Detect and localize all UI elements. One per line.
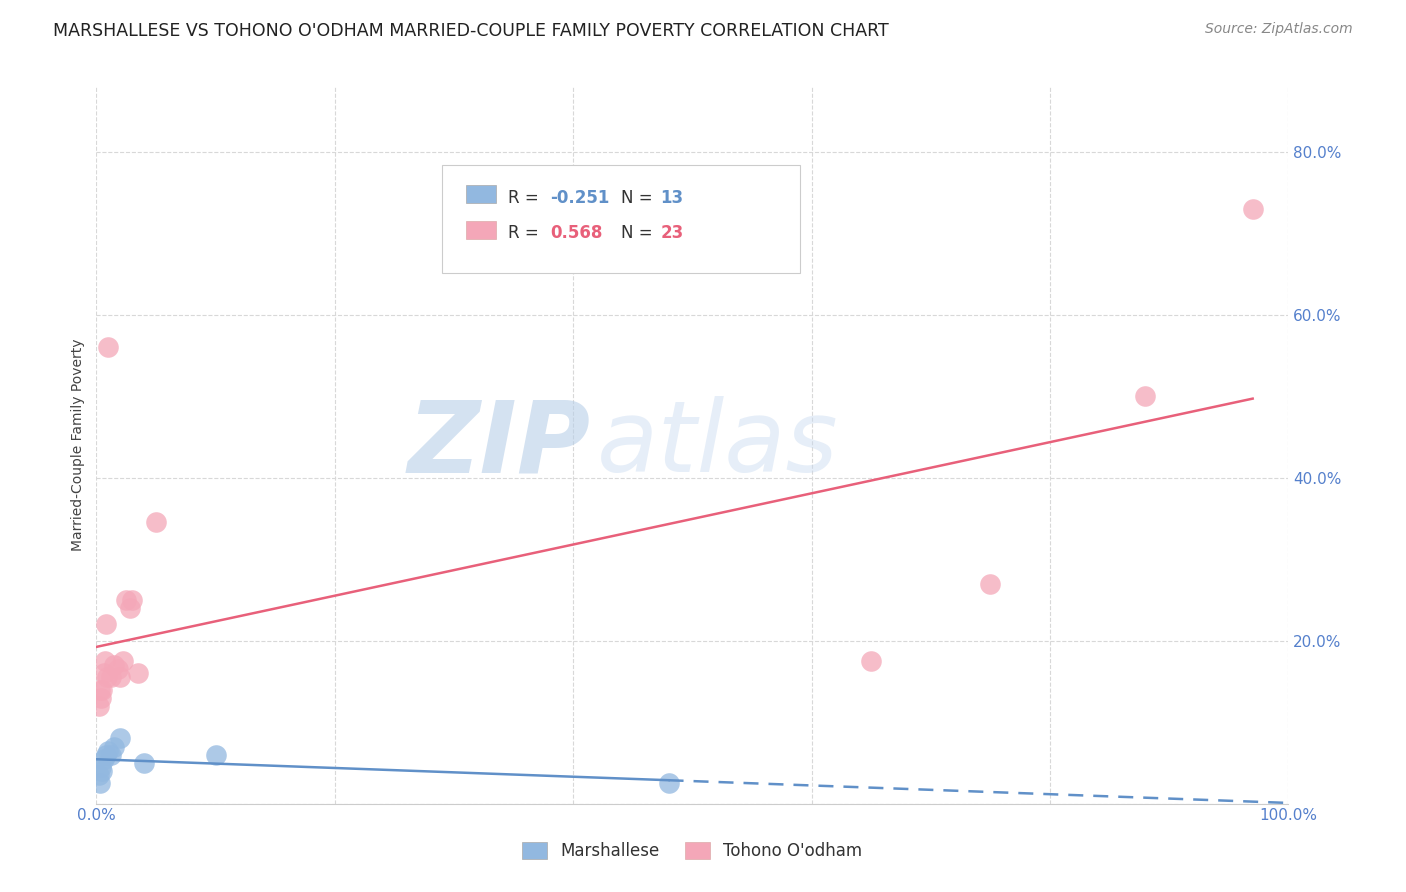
Text: MARSHALLESE VS TOHONO O'ODHAM MARRIED-COUPLE FAMILY POVERTY CORRELATION CHART: MARSHALLESE VS TOHONO O'ODHAM MARRIED-CO… (53, 22, 889, 40)
Point (115, 592, 138, 607)
Point (118, 601, 141, 615)
Text: R =: R = (508, 188, 544, 207)
Text: N =: N = (621, 225, 658, 243)
Text: Source: ZipAtlas.com: Source: ZipAtlas.com (1205, 22, 1353, 37)
Point (107, 662, 129, 676)
Point (93, 666, 115, 681)
Point (89, 776, 111, 790)
Point (97, 744, 120, 758)
Text: -0.251: -0.251 (551, 188, 610, 207)
Point (657, 776, 679, 790)
Text: 13: 13 (661, 188, 683, 207)
Point (145, 516, 167, 530)
Legend: Marshallese, Tohono O'odham: Marshallese, Tohono O'odham (516, 836, 869, 867)
Point (103, 658, 125, 673)
Point (97, 340, 120, 354)
FancyBboxPatch shape (465, 221, 496, 239)
Text: R =: R = (508, 225, 544, 243)
Point (860, 654, 883, 668)
Point (111, 654, 134, 668)
Text: atlas: atlas (598, 396, 838, 493)
Point (94, 617, 117, 632)
Point (87, 698, 110, 713)
Text: N =: N = (621, 188, 658, 207)
Text: 0.568: 0.568 (551, 225, 603, 243)
Text: 23: 23 (661, 225, 683, 243)
Point (93, 654, 115, 668)
Point (100, 747, 122, 762)
Point (96, 670, 118, 684)
Point (204, 747, 226, 762)
Point (1135, 389, 1157, 403)
Text: ZIP: ZIP (408, 396, 591, 493)
Point (90, 760, 112, 774)
FancyBboxPatch shape (441, 165, 800, 273)
Point (979, 576, 1001, 591)
Point (121, 592, 143, 607)
Point (89, 682, 111, 697)
Point (127, 666, 149, 681)
Point (108, 731, 131, 746)
Point (93, 752, 115, 766)
Point (94, 747, 117, 762)
FancyBboxPatch shape (465, 185, 496, 202)
Point (90, 690, 112, 705)
Point (91, 682, 114, 697)
Point (1241, 202, 1264, 216)
Y-axis label: Married-Couple Family Poverty: Married-Couple Family Poverty (72, 339, 86, 551)
Point (87, 768, 110, 782)
Point (91, 764, 114, 778)
Point (132, 756, 155, 770)
Point (108, 670, 131, 684)
Point (103, 739, 125, 754)
Point (100, 670, 122, 684)
